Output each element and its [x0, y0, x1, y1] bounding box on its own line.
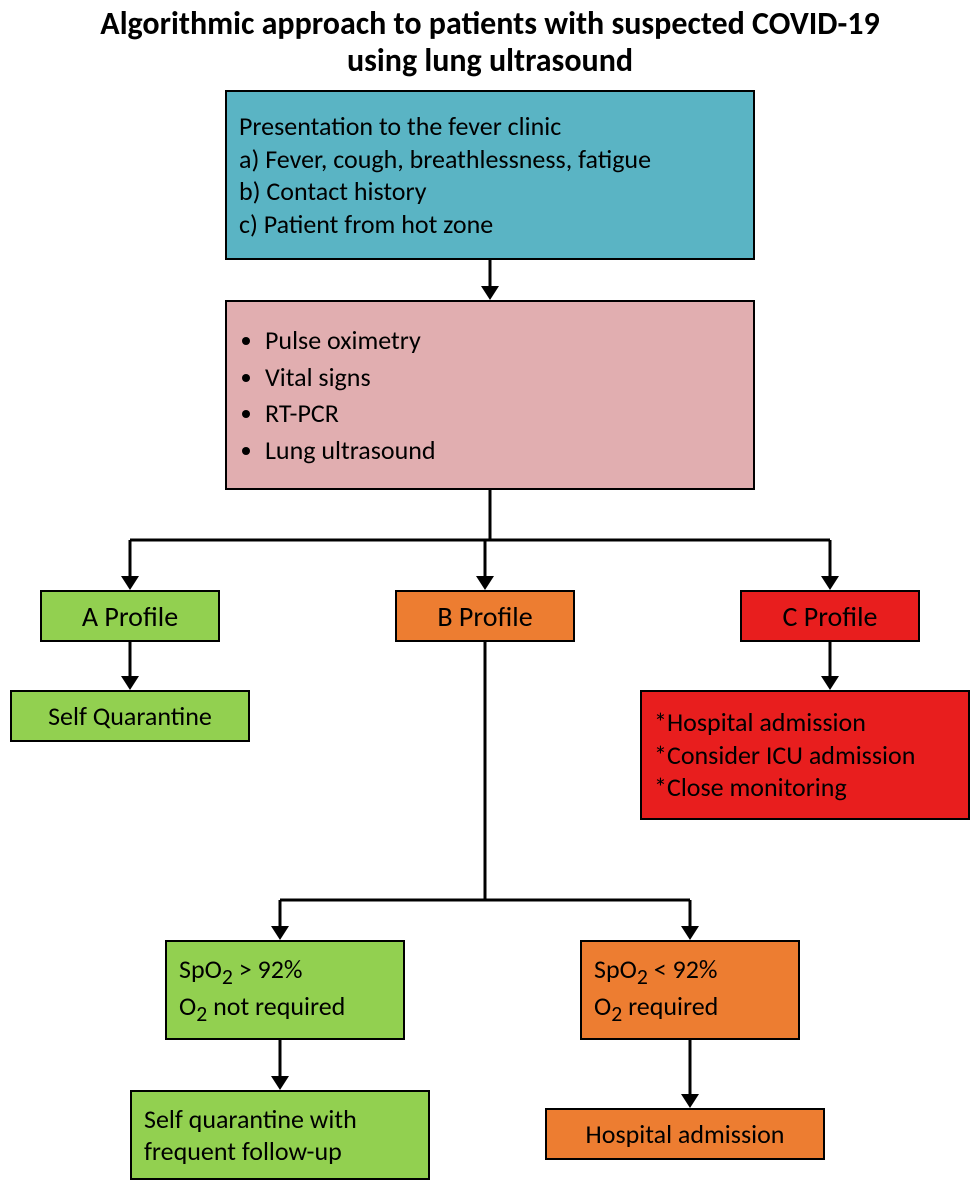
node-spo2_high: SpO2 > 92%O2 not required [165, 940, 405, 1040]
node-presentation: Presentation to the fever clinica) Fever… [225, 90, 755, 260]
node-c_profile: C Profile [740, 590, 920, 642]
node-self_quarantine_fu: Self quarantine withfrequent follow-up [130, 1090, 430, 1180]
node-hospital_admission: Hospital admission [545, 1108, 825, 1160]
node-a_profile: A Profile [40, 590, 220, 642]
node-b_profile: B Profile [395, 590, 575, 642]
node-c_actions: *Hospital admission*Consider ICU admissi… [640, 690, 970, 820]
node-spo2_low: SpO2 < 92%O2 required [580, 940, 800, 1040]
node-workup: Pulse oximetryVital signsRT-PCRLung ultr… [225, 300, 755, 490]
node-self_quarantine: Self Quarantine [10, 690, 250, 742]
page-title: Algorithmic approach to patients with su… [0, 6, 980, 80]
